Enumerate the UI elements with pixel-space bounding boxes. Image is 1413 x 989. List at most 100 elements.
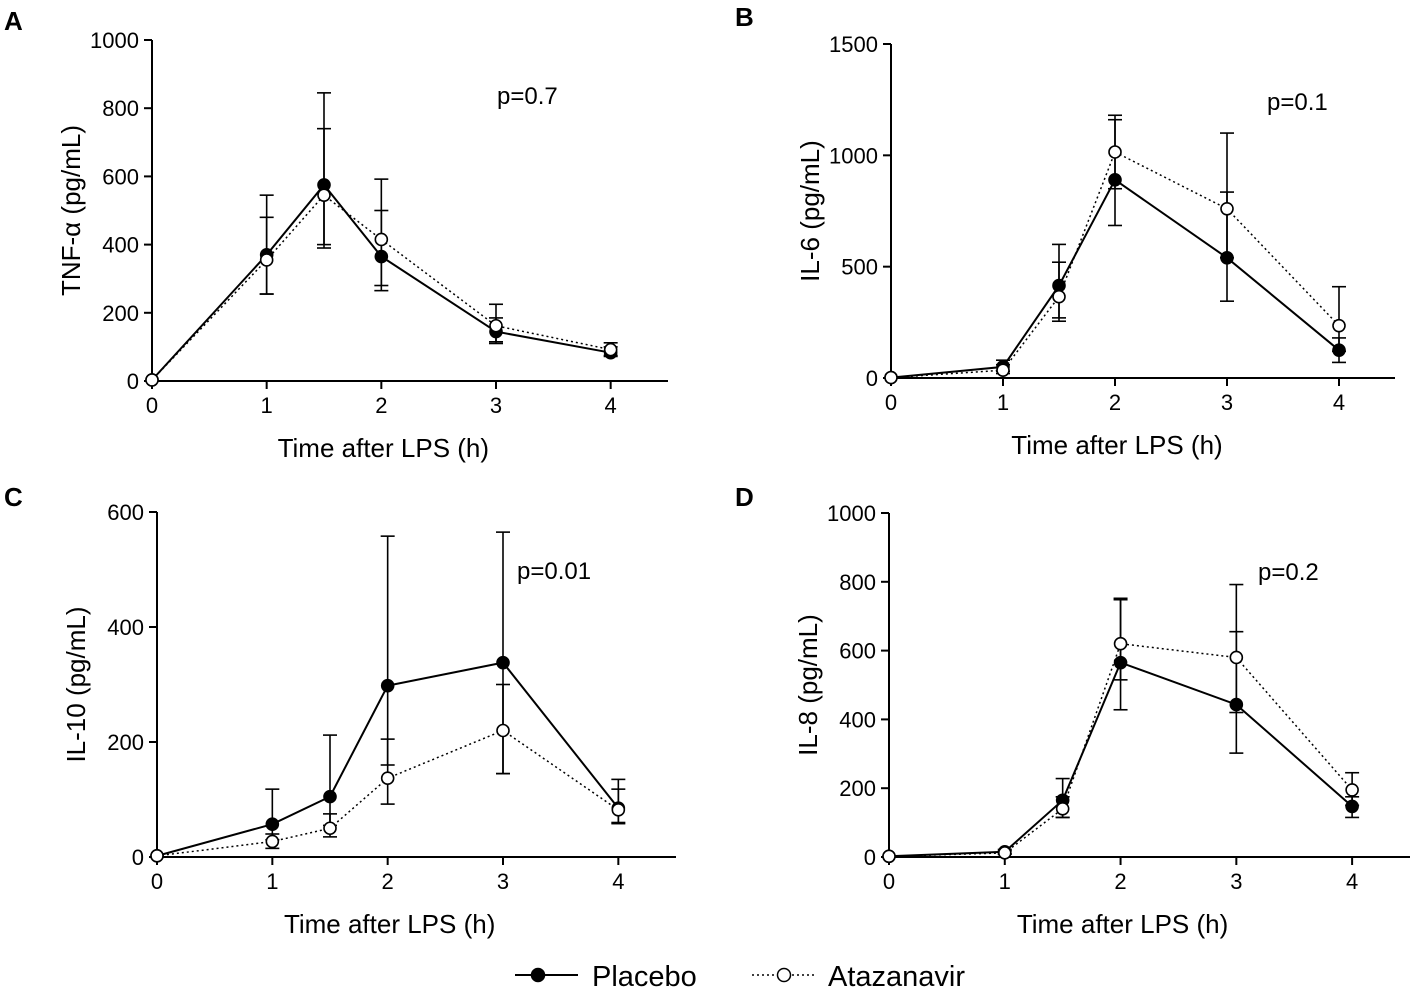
series-line-placebo [890, 178, 1340, 379]
data-point-atazanavir [1113, 636, 1128, 651]
x-tick-label-d: 4 [1346, 869, 1358, 894]
x-tick-label-d: 1 [999, 869, 1011, 894]
data-point-atazanavir [380, 771, 395, 786]
x-tick-label-b: 3 [1221, 390, 1233, 415]
data-point-atazanavir [1220, 201, 1234, 216]
data-point-atazanavir [489, 318, 503, 333]
x-tick-label-a: 1 [261, 393, 273, 418]
series-placebo-c [150, 531, 626, 863]
y-tick-label-a: 400 [102, 233, 139, 258]
x-axis-title-a: Time after LPS (h) [278, 433, 489, 463]
data-point-atazanavir [1055, 802, 1070, 816]
x-tick-label-a: 4 [605, 393, 617, 418]
y-axis-title-c: IL-10 (pg/mL) [61, 606, 91, 762]
data-point-placebo [265, 817, 280, 832]
series-line-atazanavir [888, 642, 1353, 858]
data-point-atazanavir [611, 803, 626, 817]
data-point-atazanavir [997, 846, 1012, 860]
y-tick-label-b: 1500 [829, 32, 878, 57]
data-point-atazanavir [259, 253, 274, 267]
y-tick-label-c: 0 [132, 845, 144, 870]
x-tick-label-a: 0 [146, 393, 158, 418]
legend-entry-placebo: Placebo [515, 961, 697, 989]
x-tick-label-b: 2 [1109, 390, 1121, 415]
data-point-atazanavir [317, 188, 331, 202]
data-point-atazanavir [323, 821, 337, 836]
data-point-placebo [380, 678, 395, 693]
y-tick-label-b: 0 [866, 366, 878, 391]
y-tick-label-d: 200 [839, 776, 876, 801]
p-value-annotation-a: p=0.7 [497, 83, 558, 110]
panel-letter-c: C [4, 482, 23, 512]
x-tick-label-c: 2 [382, 869, 394, 894]
y-tick-label-c: 600 [107, 500, 144, 525]
series-line-atazanavir [156, 729, 619, 857]
x-tick-label-d: 3 [1230, 869, 1242, 894]
data-point-atazanavir [374, 232, 389, 247]
y-axis-title-a: TNF-α (pg/mL) [56, 125, 86, 296]
data-point-atazanavir [1345, 783, 1359, 797]
data-point-atazanavir [150, 849, 164, 863]
data-point-atazanavir [1332, 318, 1346, 333]
x-axis-title-c: Time after LPS (h) [284, 909, 495, 939]
panel-a: A 0 200 400 600 800 1000 0 1 2 3 4 Time after LPS (h… [4, 6, 668, 463]
x-tick-label-b: 0 [885, 390, 897, 415]
legend-marker-placebo [530, 967, 546, 983]
panel-c: C 0 200 400 600 0 1 2 3 4 Time after LPS (h) IL-10 … [4, 482, 676, 939]
data-point-atazanavir [496, 723, 510, 738]
data-point-atazanavir [1108, 145, 1122, 159]
y-tick-label-d: 0 [864, 845, 876, 870]
data-point-atazanavir [1229, 650, 1244, 665]
data-point-atazanavir [145, 373, 159, 387]
data-point-placebo [496, 655, 510, 670]
x-tick-label-c: 4 [612, 869, 624, 894]
y-tick-label-a: 0 [127, 369, 139, 394]
y-axis-title-b: IL-6 (pg/mL) [795, 140, 825, 282]
series-line-placebo [888, 661, 1353, 858]
x-tick-label-c: 1 [266, 869, 278, 894]
p-value-annotation-d: p=0.2 [1258, 559, 1319, 586]
panel-letter-b: B [735, 2, 754, 32]
series-line-placebo [151, 183, 611, 381]
legend-entry-atazanavir: Atazanavir [752, 961, 965, 989]
x-tick-label-b: 1 [997, 390, 1009, 415]
y-tick-label-d: 400 [839, 707, 876, 732]
x-tick-label-d: 2 [1114, 869, 1126, 894]
x-tick-label-c: 3 [497, 869, 509, 894]
x-tick-label-c: 0 [151, 869, 163, 894]
panel-letter-d: D [735, 482, 754, 512]
y-tick-label-a: 800 [102, 96, 139, 121]
series-atazanavir-c [150, 683, 626, 863]
data-point-atazanavir [996, 363, 1010, 378]
data-point-atazanavir [1052, 289, 1066, 304]
panel-d: D 0 200 400 600 800 1000 0 1 2 3 4 Time after LPS (h… [735, 482, 1410, 939]
x-tick-label-d: 0 [883, 869, 895, 894]
legend-label-atazanavir: Atazanavir [828, 961, 965, 989]
y-tick-label-c: 200 [107, 730, 144, 755]
x-axis-title-d: Time after LPS (h) [1017, 909, 1228, 939]
y-tick-label-d: 800 [839, 570, 876, 595]
y-tick-label-b: 500 [841, 255, 878, 280]
y-tick-label-a: 600 [102, 164, 139, 189]
legend-marker-atazanavir [776, 967, 792, 983]
y-tick-label-a: 1000 [90, 28, 139, 53]
p-value-annotation-b: p=0.1 [1267, 89, 1328, 116]
x-tick-label-a: 2 [375, 393, 387, 418]
y-tick-label-b: 1000 [829, 143, 878, 168]
data-point-atazanavir [603, 342, 618, 357]
legend-label-placebo: Placebo [592, 961, 697, 989]
x-tick-label-a: 3 [490, 393, 502, 418]
y-tick-label-d: 1000 [827, 501, 876, 526]
legend: Placebo Atazanavir [515, 961, 965, 989]
x-tick-label-b: 4 [1333, 390, 1345, 415]
y-axis-title-d: IL-8 (pg/mL) [793, 614, 823, 756]
series-atazanavir-a [145, 92, 618, 387]
series-atazanavir-b [884, 114, 1346, 385]
data-point-atazanavir [265, 834, 280, 849]
p-value-annotation-c: p=0.01 [517, 558, 591, 585]
y-tick-label-c: 400 [107, 615, 144, 640]
data-point-atazanavir [882, 849, 896, 864]
series-atazanavir-d [882, 583, 1360, 864]
